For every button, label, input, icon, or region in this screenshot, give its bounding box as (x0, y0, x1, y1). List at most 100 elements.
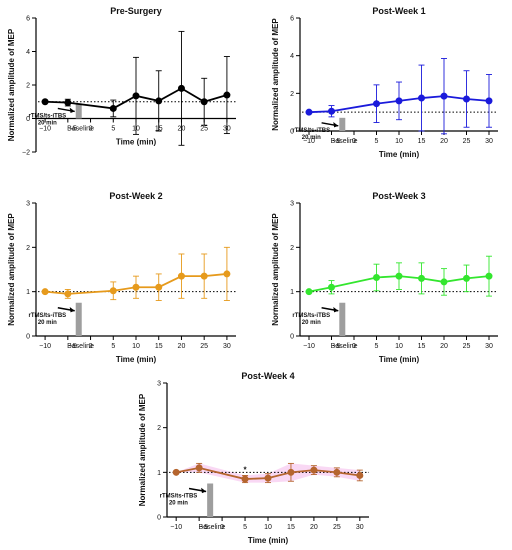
y-tick-label: 3 (26, 201, 30, 208)
chart-title: Post-Week 1 (372, 6, 425, 16)
arrow-head (333, 122, 339, 128)
stimulation-bar (75, 103, 82, 119)
x-tick-label: 0 (352, 138, 356, 145)
stimulation-bar (75, 302, 82, 336)
x-tick-label: 30 (223, 343, 231, 350)
data-point (440, 92, 448, 100)
chart-panel-5: Post-Week 4 0 1 2 3 Normalized amplitude of M… (138, 371, 369, 545)
x-tick-label: −5 (69, 126, 77, 133)
x-tick-label: 5 (111, 343, 115, 350)
x-tick-label: 15 (155, 343, 163, 350)
y-tick-label: 1 (26, 289, 30, 296)
data-point (155, 97, 163, 105)
x-tick-label: 25 (463, 138, 471, 145)
x-tick-label: 0 (89, 343, 93, 350)
stimulation-label: rTMS/ts-iTBS (29, 313, 67, 319)
x-tick-label: 10 (395, 343, 403, 350)
y-tick-label: 2 (26, 245, 30, 252)
y-tick-label: −2 (22, 150, 30, 157)
y-tick-label: 1 (157, 470, 161, 477)
chart-title: Pre-Surgery (110, 6, 162, 16)
x-tick-label: −5 (333, 343, 341, 350)
x-tick-label: −10 (303, 138, 315, 145)
data-point (264, 474, 272, 482)
baseline-tick-label: Baseline (331, 138, 358, 145)
stimulation-bar (339, 302, 346, 336)
x-axis-label: Time (min) (379, 150, 420, 159)
series-line (176, 466, 360, 480)
chart-panel-4: Post-Week 3 0 1 2 3 Normalized amplitude of M… (271, 191, 498, 364)
x-axis-label: Time (min) (379, 355, 420, 364)
stimulation-label: rTMS/ts-iTBS (160, 494, 198, 500)
x-tick-label: 5 (375, 343, 379, 350)
data-point (287, 468, 295, 476)
data-point (223, 91, 231, 99)
stimulation-label: rTMS/ts-iTBS (292, 128, 330, 134)
x-tick-label: 15 (418, 343, 426, 350)
arrow-head (333, 306, 339, 313)
data-point (305, 288, 313, 296)
data-point (132, 283, 140, 291)
chart-panel-2: Post-Week 1 0 2 4 6 Normalized amplitude of M… (271, 6, 498, 159)
data-point (395, 272, 403, 280)
data-point (223, 270, 231, 278)
y-tick-label: 0 (26, 334, 30, 341)
x-tick-label: 15 (418, 138, 426, 145)
series-line (45, 87, 228, 110)
x-axis-label: Time (min) (116, 355, 157, 364)
y-tick-label: 6 (290, 16, 294, 23)
x-tick-label: 5 (375, 138, 379, 145)
y-axis-label: Normalized amplitude of MEP (271, 18, 280, 131)
data-point (64, 290, 72, 298)
baseline-tick-label: Baseline (199, 524, 226, 531)
x-tick-label: 5 (111, 126, 115, 133)
arrow-head (201, 487, 207, 494)
x-tick-label: 0 (89, 126, 93, 133)
data-point (109, 104, 117, 112)
data-point (373, 100, 380, 108)
stimulation-label: rTMS/ts-iTBS (292, 313, 330, 319)
y-tick-label: 4 (26, 49, 30, 56)
data-point (172, 468, 180, 476)
data-point (333, 468, 341, 476)
x-axis-label: Time (min) (248, 536, 289, 545)
y-tick-label: 2 (290, 245, 294, 252)
series-line (308, 95, 490, 114)
x-tick-label: 10 (132, 343, 140, 350)
y-tick-label: 0 (157, 515, 161, 522)
y-tick-label: 3 (157, 381, 161, 388)
data-point (373, 273, 380, 281)
data-point (328, 107, 335, 115)
x-axis-label: Time (min) (116, 138, 157, 147)
y-tick-label: 6 (26, 16, 30, 23)
data-point (463, 274, 470, 282)
data-point (485, 272, 493, 280)
data-point (41, 288, 49, 296)
chart-title: Post-Week 3 (372, 191, 425, 201)
x-tick-label: 0 (352, 343, 356, 350)
data-point (356, 471, 364, 479)
x-tick-label: 5 (243, 524, 247, 531)
x-tick-label: 20 (178, 343, 186, 350)
y-tick-label: 1 (290, 289, 294, 296)
chart-panel-1: Pre-Surgery −2 0 2 4 6 Normalized amplitude of… (7, 6, 236, 157)
chart-title: Post-Week 2 (109, 191, 162, 201)
x-tick-label: −10 (39, 343, 51, 350)
x-tick-label: 30 (356, 524, 364, 531)
stimulation-duration-label: 20 min (302, 135, 321, 141)
data-point (132, 92, 140, 100)
stimulation-duration-label: 20 min (302, 320, 321, 326)
y-axis-label: Normalized amplitude of MEP (138, 393, 147, 506)
x-tick-label: 30 (485, 138, 493, 145)
data-point (177, 272, 185, 280)
x-tick-label: −10 (303, 343, 315, 350)
data-point (241, 475, 249, 483)
data-point (440, 278, 448, 286)
arrow-head (69, 306, 75, 313)
y-axis-label: Normalized amplitude of MEP (7, 213, 16, 326)
stimulation-bar (339, 117, 346, 131)
x-tick-label: 25 (463, 343, 471, 350)
stimulation-duration-label: 20 min (38, 320, 57, 326)
significance-marker: * (243, 465, 247, 474)
